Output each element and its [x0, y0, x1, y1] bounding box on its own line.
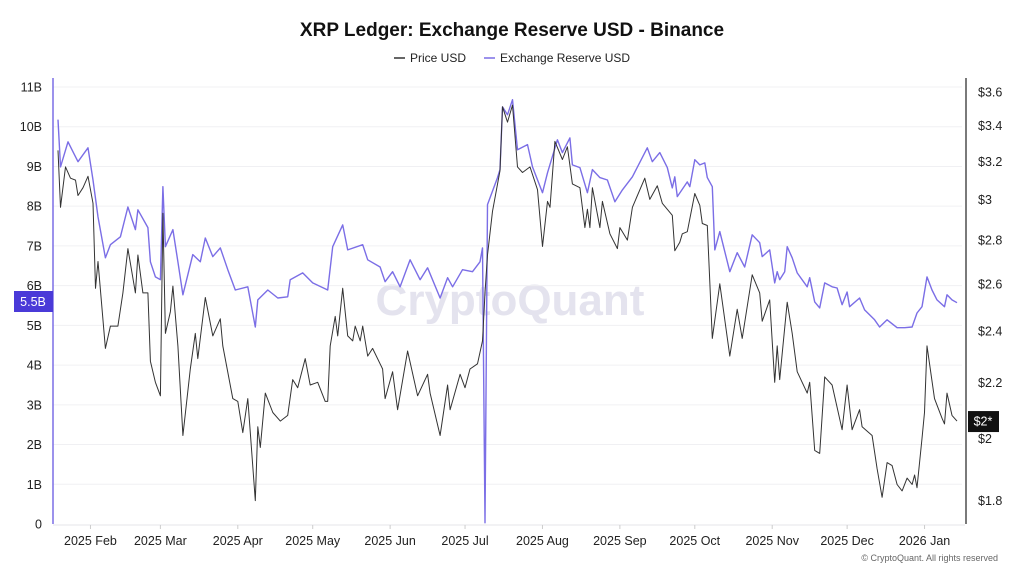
exchange-reserve-line	[57, 99, 958, 524]
x-tick-label: 2026 Jan	[899, 534, 950, 548]
y-right-tick-label: $3	[978, 193, 992, 207]
y-left-tick-label: 1B	[27, 478, 42, 492]
x-axis: 2025 Feb 2025 Mar 2025 Apr 2025 May 2025 Jun…	[53, 524, 965, 548]
y-right-tick-label: $2.2	[978, 376, 1002, 390]
y-right-tick-label: $2	[978, 432, 992, 446]
x-tick-label: 2025 Apr	[213, 534, 263, 548]
x-tick-label: 2025 May	[285, 534, 341, 548]
x-tick-label: 2025 Sep	[593, 534, 647, 548]
series-lines	[57, 99, 958, 524]
y-right-tick-label: $3.2	[978, 155, 1002, 169]
x-tick-label: 2025 Mar	[134, 534, 187, 548]
current-price-label: $2*	[974, 415, 993, 429]
y-right-tick-label: $2.8	[978, 234, 1002, 248]
y-right-tick-label: $1.8	[978, 494, 1002, 508]
x-tick-label: 2025 Jun	[364, 534, 415, 548]
x-tick-label: 2025 Feb	[64, 534, 117, 548]
y-left-tick-label: 9B	[27, 160, 42, 174]
price-line	[57, 104, 958, 502]
x-tick-label: 2025 Dec	[820, 534, 874, 548]
chart-title: XRP Ledger: Exchange Reserve USD - Binan…	[300, 20, 724, 41]
legend-item-price[interactable]: Price USD	[394, 51, 466, 65]
current-reserve-badge: 5.5B	[14, 291, 53, 312]
y-left-tick-label: 5B	[27, 319, 42, 333]
y-left-tick-label: 11B	[21, 81, 42, 95]
y-left-tick-label: 4B	[27, 359, 42, 373]
x-tick-label: 2025 Nov	[745, 534, 799, 548]
y-left-tick-label: 3B	[27, 398, 42, 412]
x-tick-label: 2025 Aug	[516, 534, 569, 548]
y-right-tick-label: $2.6	[978, 277, 1002, 291]
y-left-tick-label: 7B	[27, 239, 42, 253]
y-axis-right: $1.8 $2 $2.2 $2.4 $2.6 $2.8 $3 $3.2 $3.4 $3.6	[965, 78, 1002, 524]
y-left-tick-label: 8B	[27, 200, 42, 214]
y-left-tick-label: 0	[35, 518, 42, 532]
current-reserve-label: 5.5B	[20, 295, 46, 309]
current-price-badge: $2*	[968, 411, 999, 433]
y-right-tick-label: $3.4	[978, 119, 1002, 133]
y-left-tick-label: 6B	[27, 279, 42, 293]
legend-item-reserve[interactable]: Exchange Reserve USD	[484, 51, 630, 65]
y-left-tick-label: 10B	[20, 120, 42, 134]
legend-label-price: Price USD	[410, 51, 466, 65]
legend: Price USD Exchange Reserve USD	[394, 51, 630, 65]
y-right-tick-label: $2.4	[978, 324, 1002, 338]
copyright-footer: © CryptoQuant. All rights reserved	[861, 553, 998, 563]
y-right-tick-label: $3.6	[978, 85, 1002, 99]
grid	[53, 86, 962, 485]
watermark: CryptoQuant	[376, 276, 645, 325]
y-left-tick-label: 2B	[27, 438, 42, 452]
x-tick-label: 2025 Jul	[441, 534, 488, 548]
x-tick-label: 2025 Oct	[669, 534, 720, 548]
legend-label-reserve: Exchange Reserve USD	[500, 51, 630, 65]
